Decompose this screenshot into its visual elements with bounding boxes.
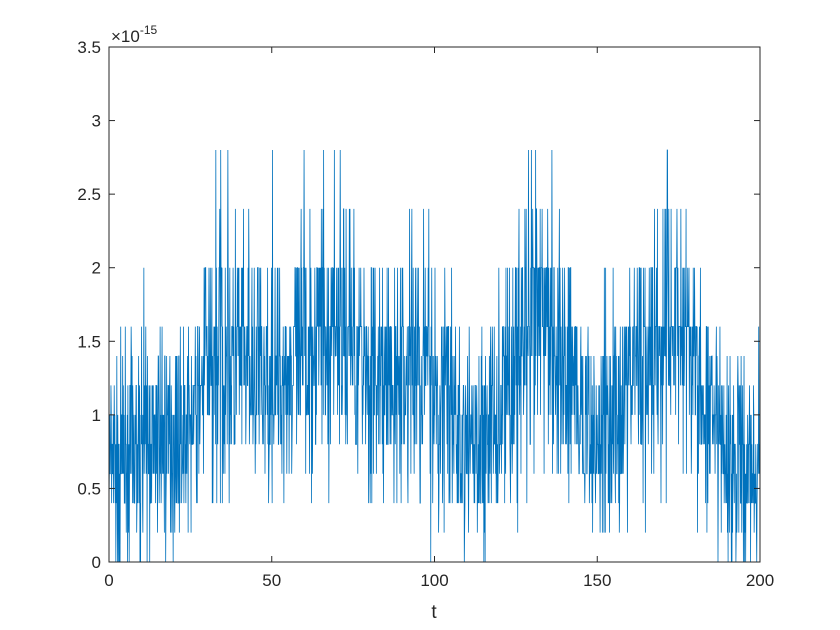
x-axis-label: t bbox=[431, 602, 437, 623]
y-tick-label: 2 bbox=[92, 259, 101, 278]
y-exponent-label: ×10-15 bbox=[111, 23, 158, 46]
y-exponent-base: ×10 bbox=[111, 27, 140, 46]
series-line bbox=[109, 149, 760, 562]
y-tick-label: 1.5 bbox=[77, 332, 101, 351]
y-tick-label: 0 bbox=[92, 553, 101, 572]
plot-area bbox=[109, 47, 760, 562]
y-tick-label: 3 bbox=[92, 112, 101, 131]
y-exponent-power: -15 bbox=[140, 23, 158, 37]
y-tick-label: 3.5 bbox=[77, 38, 101, 57]
y-tick-label: 1 bbox=[92, 406, 101, 425]
x-tick-label: 150 bbox=[583, 571, 611, 590]
x-tick-label: 50 bbox=[262, 571, 281, 590]
y-tick-label: 2.5 bbox=[77, 185, 101, 204]
y-tick-label: 0.5 bbox=[77, 479, 101, 498]
x-tick-label: 100 bbox=[420, 571, 448, 590]
x-tick-label: 0 bbox=[104, 571, 113, 590]
x-tick-label: 200 bbox=[746, 571, 774, 590]
